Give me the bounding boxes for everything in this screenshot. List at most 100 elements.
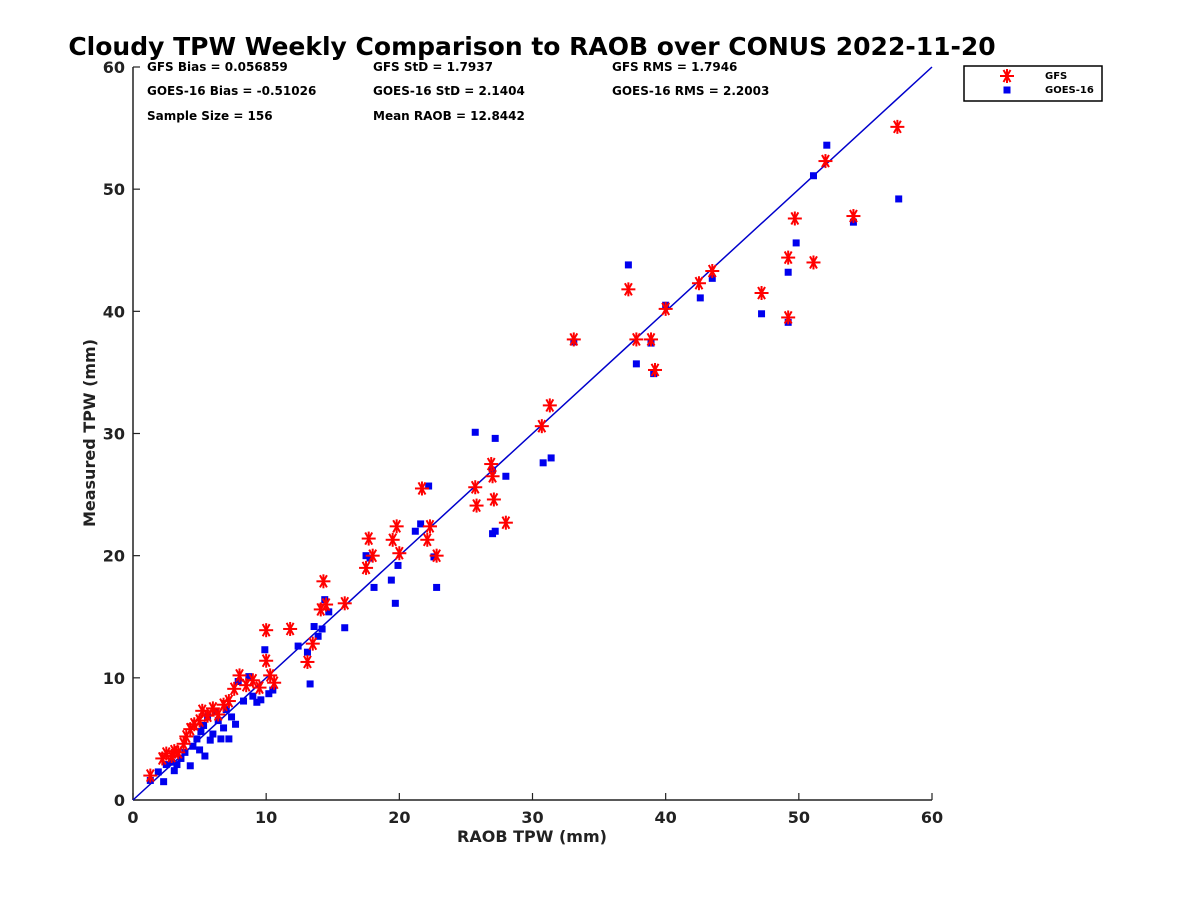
goes-16-point xyxy=(394,561,402,569)
legend: GFS GOES-16 xyxy=(963,65,1103,102)
gfs-point xyxy=(259,623,274,638)
gfs-point xyxy=(806,255,821,270)
gfs-point xyxy=(486,492,501,507)
goes-16-point xyxy=(232,720,240,728)
x-tick-label: 40 xyxy=(655,808,677,827)
goes-16-point xyxy=(491,434,499,442)
goes-16-point xyxy=(257,696,265,704)
goes-16-point xyxy=(303,648,311,656)
x-tick-label: 0 xyxy=(127,808,138,827)
chart-title: Cloudy TPW Weekly Comparison to RAOB ove… xyxy=(68,32,995,61)
y-tick-label: 50 xyxy=(103,180,125,199)
stats-annotations: GFS Bias = 0.056859 GFS StD = 1.7937 GFS… xyxy=(147,60,769,123)
goes-16-point xyxy=(325,608,333,616)
gfs-point xyxy=(361,531,376,546)
goes-16-point xyxy=(823,141,831,149)
y-tick-label: 20 xyxy=(103,547,125,566)
goes-16-point xyxy=(491,527,499,535)
gfs-point xyxy=(283,621,298,636)
gfs-point xyxy=(648,362,663,377)
goes-16-point xyxy=(197,728,205,736)
goes-16-point xyxy=(160,778,168,786)
gfs-point xyxy=(621,282,636,297)
gfs-point xyxy=(305,636,320,651)
goes-16-point xyxy=(173,761,181,769)
goes-16-point xyxy=(539,459,547,467)
gfs-point xyxy=(658,301,673,316)
goes-16-point xyxy=(201,752,209,760)
goes-16-point xyxy=(425,482,433,490)
gfs-point xyxy=(566,332,581,347)
gfs-point xyxy=(542,398,557,413)
gfs-point xyxy=(267,675,282,690)
goes-16-point xyxy=(170,767,178,775)
legend-goes-symbol xyxy=(1003,86,1011,94)
gfs-point xyxy=(365,548,380,563)
sample-size-stat: Sample Size = 156 xyxy=(147,109,273,123)
legend-goes-marker xyxy=(1003,86,1011,94)
goes-16-point xyxy=(225,735,233,743)
goes-16-point xyxy=(193,735,201,743)
x-tick-label: 50 xyxy=(788,808,810,827)
goes-16-point xyxy=(696,294,704,302)
goes-16-point xyxy=(784,268,792,276)
goes-16-point xyxy=(471,428,479,436)
goes-16-point xyxy=(895,195,903,203)
goes-16-point xyxy=(249,692,257,700)
goes-16-point xyxy=(370,583,378,591)
gfs-point xyxy=(227,681,242,696)
goes-16-point xyxy=(196,746,204,754)
goes-16-point xyxy=(209,730,217,738)
goes-rms-stat: GOES-16 RMS = 2.2003 xyxy=(612,84,769,98)
goes-16-point xyxy=(321,596,329,604)
x-tick-label: 60 xyxy=(921,808,943,827)
gfs-point xyxy=(422,519,437,534)
gfs-point xyxy=(781,250,796,265)
gfs-points xyxy=(143,119,905,783)
goes-16-point xyxy=(186,762,194,770)
goes-16-point xyxy=(391,599,399,607)
gfs-point xyxy=(754,286,769,301)
gfs-point xyxy=(263,668,278,683)
goes-16-point xyxy=(154,768,162,776)
gfs-point xyxy=(200,708,215,723)
gfs-point xyxy=(252,680,267,695)
gfs-std-stat: GFS StD = 1.7937 xyxy=(373,60,493,74)
goes-16-point xyxy=(310,623,318,631)
goes-16-point xyxy=(341,624,349,632)
gfs-point xyxy=(245,673,260,688)
goes-16-point xyxy=(189,742,197,750)
x-axis-ticks: 0 10 20 30 40 50 60 xyxy=(127,793,943,827)
goes-16-point xyxy=(162,761,170,769)
goes-16-point xyxy=(206,736,214,744)
gfs-point xyxy=(691,276,706,291)
goes-bias-stat: GOES-16 Bias = -0.51026 xyxy=(147,84,316,98)
gfs-point xyxy=(392,546,407,561)
gfs-point xyxy=(644,332,659,347)
y-tick-label: 10 xyxy=(103,669,125,688)
y-tick-label: 0 xyxy=(114,791,125,810)
gfs-point xyxy=(316,574,331,589)
goes-16-point xyxy=(758,310,766,318)
gfs-rms-stat: GFS RMS = 1.7946 xyxy=(612,60,737,74)
goes-16-point xyxy=(387,576,395,584)
goes-16-point xyxy=(366,554,374,562)
goes-16-point xyxy=(220,724,228,732)
gfs-bias-stat: GFS Bias = 0.056859 xyxy=(147,60,288,74)
gfs-point xyxy=(484,457,499,472)
gfs-point xyxy=(232,668,247,683)
goes-16-point xyxy=(430,553,438,561)
goes-16-point xyxy=(417,520,425,528)
gfs-point xyxy=(221,694,236,709)
gfs-point xyxy=(385,532,400,547)
gfs-point xyxy=(429,548,444,563)
goes-16-point xyxy=(294,642,302,650)
goes-16-point xyxy=(624,261,632,269)
legend-gfs-label: GFS xyxy=(1045,71,1067,82)
gfs-point xyxy=(211,707,226,722)
gfs-point xyxy=(787,211,802,226)
goes-16-point xyxy=(200,721,208,729)
gfs-point xyxy=(498,515,513,530)
gfs-point xyxy=(705,264,720,279)
